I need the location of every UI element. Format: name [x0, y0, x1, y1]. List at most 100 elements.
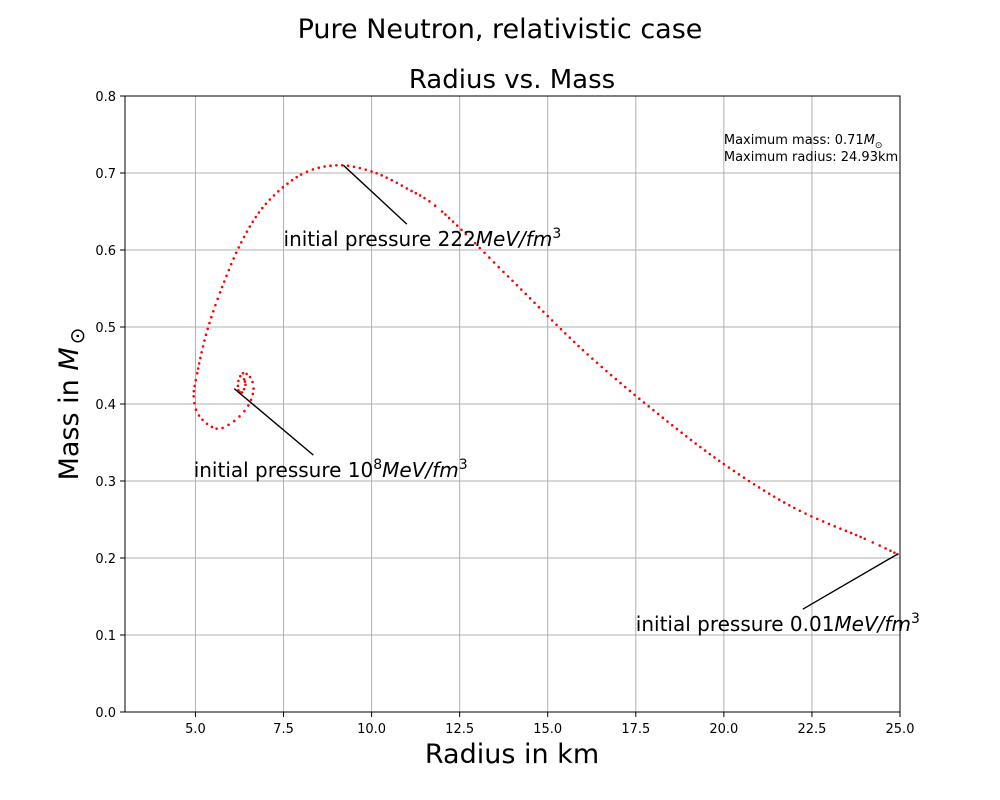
data-point — [257, 211, 261, 214]
data-point — [251, 392, 255, 396]
annotation-unit: MeV/fm — [834, 612, 911, 636]
data-point — [515, 283, 519, 287]
data-point — [232, 419, 236, 423]
data-point — [242, 387, 246, 391]
data-point — [358, 166, 362, 170]
data-point — [221, 426, 224, 430]
data-point — [264, 202, 268, 206]
x-tick-label: 5.0 — [185, 722, 206, 737]
data-point — [286, 182, 289, 185]
data-point — [595, 361, 599, 365]
data-point — [849, 531, 853, 535]
data-point — [212, 309, 215, 313]
data-point — [234, 251, 238, 255]
data-point — [290, 178, 294, 182]
data-point — [317, 166, 321, 170]
data-point — [767, 492, 771, 495]
data-point — [400, 184, 404, 187]
data-point — [196, 367, 200, 370]
data-point — [528, 297, 532, 300]
data-point — [395, 181, 399, 185]
data-point — [346, 164, 350, 168]
annotation-unit: MeV/fm — [382, 458, 459, 482]
data-point — [827, 522, 831, 526]
data-point — [605, 369, 608, 373]
data-point — [390, 178, 394, 182]
x-tick-label: 10.0 — [357, 722, 386, 737]
data-point — [370, 170, 373, 173]
data-point — [478, 246, 482, 250]
data-point — [863, 537, 867, 541]
annotation-prefix: initial pressure 222 — [284, 227, 476, 251]
data-point — [742, 476, 746, 480]
data-point — [878, 544, 881, 547]
data-point — [656, 412, 660, 416]
data-point — [444, 213, 447, 216]
data-point — [225, 274, 228, 278]
data-point — [385, 176, 388, 179]
data-point — [619, 381, 622, 385]
data-point — [194, 408, 198, 412]
data-point — [859, 535, 862, 539]
data-point — [204, 333, 208, 337]
data-point — [447, 216, 451, 220]
data-point — [732, 469, 736, 473]
axis-ticks: 5.0 7.5 10.0 12.5 15.0 17.5 20.0 22.5 25.0 0.0 0.1… — [95, 90, 914, 737]
data-point — [206, 327, 209, 331]
data-point — [520, 288, 523, 291]
data-point — [577, 344, 580, 348]
data-point — [762, 489, 766, 492]
y-tick-label: 0.3 — [95, 475, 116, 490]
data-point — [218, 291, 222, 294]
annotation-unit: MeV/fm — [476, 227, 553, 251]
data-point — [214, 303, 217, 307]
data-point — [194, 378, 198, 382]
data-point — [642, 401, 646, 404]
data-point — [238, 374, 242, 378]
data-point — [410, 189, 413, 193]
data-point — [633, 393, 636, 397]
data-point — [227, 268, 231, 272]
data-point — [533, 301, 536, 305]
data-point — [245, 372, 248, 376]
data-point — [854, 533, 858, 537]
data-point — [524, 292, 528, 296]
data-point — [229, 262, 233, 266]
data-point — [299, 173, 303, 176]
data-point — [433, 204, 437, 208]
data-point — [238, 415, 241, 418]
data-point — [243, 409, 246, 413]
max-mass-text: Maximum mass: 0.71M⊙ — [724, 133, 883, 151]
data-point — [572, 340, 576, 344]
data-point — [893, 551, 896, 554]
data-point — [227, 423, 230, 427]
data-point — [713, 456, 716, 459]
data-point — [798, 509, 802, 513]
data-point — [666, 420, 669, 423]
data-point — [670, 423, 674, 427]
data-point — [647, 405, 651, 408]
annotation-label: initial pressure 0.01MeV/fm3 — [636, 611, 920, 636]
data-point — [680, 431, 683, 434]
data-point — [239, 241, 243, 244]
data-point — [241, 371, 245, 375]
data-point — [451, 220, 455, 223]
data-point — [295, 175, 298, 179]
data-point — [844, 529, 848, 533]
x-tick-label: 12.5 — [445, 722, 474, 737]
annotation-arrow — [802, 553, 898, 610]
data-point — [240, 391, 244, 394]
data-point — [699, 445, 702, 449]
data-point — [506, 275, 510, 278]
data-point — [581, 348, 585, 352]
data-point — [600, 365, 604, 369]
data-point — [638, 397, 641, 400]
x-tick-label: 25.0 — [886, 722, 915, 737]
annotation-unit-exponent: 3 — [459, 457, 468, 473]
data-point — [232, 257, 235, 260]
y-tick-label: 0.5 — [95, 321, 116, 336]
data-point — [197, 414, 201, 417]
data-point — [215, 427, 218, 430]
data-point — [251, 380, 254, 384]
annotation-label: initial pressure 222MeV/fm3 — [284, 226, 562, 251]
